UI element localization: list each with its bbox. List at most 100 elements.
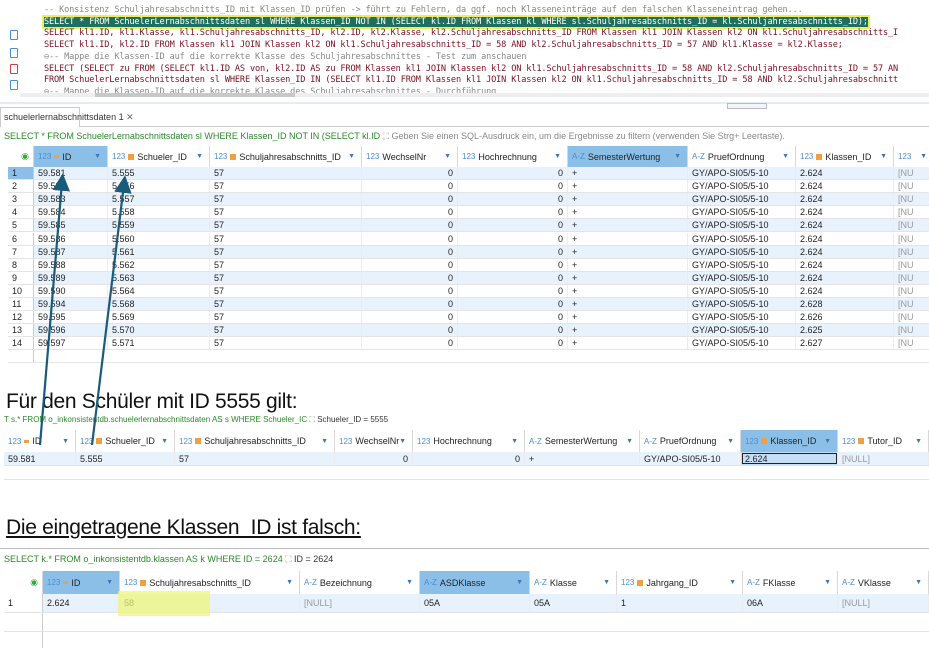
table-row[interactable]: 10 59.590 5.564 57 0 0 + GY/APO-SI05/5-10 2.624[… bbox=[8, 284, 929, 298]
cell[interactable]: [NULL] bbox=[838, 452, 929, 465]
table-row[interactable]: 6 59.586 5.560 57 0 0 + GY/APO-SI05/5-10 2.624 [N… bbox=[8, 232, 929, 246]
query-filter-bar[interactable]: SELECT * FROM SchuelerLernabschnittsdate… bbox=[4, 131, 785, 142]
empty-row[interactable] bbox=[4, 466, 929, 480]
row-number[interactable]: 5 bbox=[8, 219, 34, 232]
cell[interactable]: 06A bbox=[743, 594, 838, 612]
sort-dropdown-icon[interactable]: ▼ bbox=[880, 153, 887, 160]
cell[interactable]: + bbox=[568, 284, 688, 297]
cell[interactable]: [NU bbox=[894, 259, 929, 271]
sort-dropdown-icon[interactable]: ▼ bbox=[554, 153, 561, 160]
cell[interactable]: 0 bbox=[362, 311, 458, 324]
cell[interactable]: 0 bbox=[362, 284, 458, 297]
results-grid[interactable]: ◉ 123 ID ▼ 123 Schuljahresabschnitts_ID ▼ A-Z Be… bbox=[4, 571, 929, 648]
cell[interactable]: 0 bbox=[362, 245, 458, 258]
filter-input[interactable]: Geben Sie einen SQL-Ausdruck ein, um die… bbox=[391, 131, 785, 141]
cell[interactable]: 2.628 bbox=[796, 298, 894, 311]
cell[interactable]: 0 bbox=[458, 206, 568, 219]
cell[interactable]: GY/APO-SI05/5-10 bbox=[688, 337, 796, 350]
sort-dropdown-icon[interactable]: ▼ bbox=[286, 579, 293, 586]
cell[interactable]: 0 bbox=[362, 258, 458, 271]
cell[interactable]: 5.564 bbox=[108, 284, 210, 297]
column-header[interactable]: A-Z VKlasse ▼ bbox=[838, 571, 929, 594]
cell[interactable]: 0 bbox=[362, 180, 458, 193]
cell[interactable]: 0 bbox=[413, 452, 525, 465]
empty-row[interactable] bbox=[4, 480, 929, 492]
cell[interactable]: 57 bbox=[210, 337, 362, 350]
cell[interactable]: GY/APO-SI05/5-10 bbox=[640, 452, 741, 465]
code-line[interactable]: -- Konsistenz Schuljahresabschnitts_ID m… bbox=[44, 5, 803, 15]
panel-toggle-icon[interactable] bbox=[727, 103, 767, 109]
cell[interactable]: 05A bbox=[530, 594, 617, 612]
code-line[interactable]: FROM SchuelerLernabschnittsdaten sl WHER… bbox=[44, 75, 899, 86]
cell[interactable]: 2.624 bbox=[796, 271, 894, 284]
cell[interactable]: 5.556 bbox=[108, 180, 210, 193]
cell[interactable]: 2.624 bbox=[43, 594, 120, 612]
cell[interactable]: 05A bbox=[420, 594, 530, 612]
cell[interactable]: 59.581 bbox=[34, 167, 108, 180]
cell[interactable]: 0 bbox=[335, 452, 413, 465]
sort-dropdown-icon[interactable]: ▼ bbox=[729, 579, 736, 586]
selected-statement[interactable]: SELECT * FROM SchuelerLernabschnittsdate… bbox=[42, 14, 870, 29]
table-row[interactable]: 2 59.582 5.556 57 0 0 + GY/APO-SI05/5-10 2.624 [N… bbox=[8, 180, 929, 194]
table-row[interactable]: 8 59.588 5.562 57 0 0 + GY/APO-SI05/5-10 2.624 [N… bbox=[8, 258, 929, 272]
row-number[interactable]: 14 bbox=[8, 337, 34, 350]
cell[interactable]: 0 bbox=[458, 232, 568, 245]
cell[interactable]: [NULL] bbox=[300, 594, 420, 612]
cell[interactable]: 59.583 bbox=[34, 193, 108, 206]
cell[interactable]: 2.624 bbox=[796, 206, 894, 219]
cell[interactable]: GY/APO-SI05/5-10 bbox=[688, 271, 796, 284]
cell[interactable]: 57 bbox=[210, 206, 362, 219]
column-header[interactable]: 123 Klassen_ID ▼ bbox=[741, 430, 838, 452]
cell[interactable]: 59.585 bbox=[34, 219, 108, 232]
cell[interactable]: 0 bbox=[362, 298, 458, 311]
cell[interactable]: 5.571 bbox=[108, 337, 210, 350]
cell[interactable]: 0 bbox=[458, 337, 568, 350]
table-row[interactable]: 12 59.595 5.569 57 0 0 + GY/APO-SI05/5-10 2.626[… bbox=[8, 311, 929, 325]
code-line[interactable]: SELECT * FROM SchuelerLernabschnittsdate… bbox=[42, 14, 870, 29]
cell[interactable]: 2.624 bbox=[796, 167, 894, 180]
sort-dropdown-icon[interactable]: ▼ bbox=[915, 579, 922, 586]
table-row[interactable]: 3 59.583 5.557 57 0 0 + GY/APO-SI05/5-10 2.624 [N… bbox=[8, 193, 929, 207]
cell[interactable]: 0 bbox=[458, 245, 568, 258]
column-header[interactable]: A-Z PruefOrdnung ▼ bbox=[640, 430, 741, 452]
tab-results[interactable]: schuelerlernabschnittsdaten 1 ✕ bbox=[0, 107, 134, 127]
column-header[interactable]: A-Z SemesterWertung ▼ bbox=[525, 430, 640, 452]
table-row[interactable]: 59.581 5.555 57 0 0 + GY/APO-SI05/5-10 2.624 [NU… bbox=[4, 452, 929, 466]
cell[interactable]: GY/APO-SI05/5-10 bbox=[688, 167, 796, 180]
cell[interactable]: [NULL] bbox=[838, 594, 929, 612]
row-number[interactable]: 10 bbox=[8, 284, 34, 297]
cell[interactable]: 57 bbox=[210, 284, 362, 297]
cell[interactable]: [NU bbox=[894, 285, 929, 297]
cell[interactable]: 59.597 bbox=[34, 337, 108, 350]
cell[interactable]: + bbox=[568, 219, 688, 232]
cell[interactable]: 57 bbox=[210, 324, 362, 337]
cell[interactable]: 5.568 bbox=[108, 298, 210, 311]
sort-dropdown-icon[interactable]: ▼ bbox=[824, 437, 831, 445]
table-row[interactable]: 11 59.594 5.568 57 0 0 + GY/APO-SI05/5-10 2.628[… bbox=[8, 298, 929, 312]
cell[interactable]: 0 bbox=[458, 284, 568, 297]
cell[interactable]: 59.590 bbox=[34, 284, 108, 297]
column-header[interactable]: 123 WechselNr ▼ bbox=[362, 146, 458, 167]
column-header[interactable]: 123 Schueler_ID ▼ bbox=[108, 146, 210, 167]
select-all-icon[interactable]: ◉ bbox=[4, 571, 43, 594]
cell[interactable]: [NU bbox=[894, 272, 929, 284]
results-grid[interactable]: ◉ 123 ID ▼ 123 Schueler_ID ▼ 123 Schuljahresabsc… bbox=[8, 146, 929, 365]
cell[interactable]: 59.596 bbox=[34, 324, 108, 337]
cell[interactable]: + bbox=[568, 180, 688, 193]
cell[interactable]: 59.587 bbox=[34, 245, 108, 258]
cell[interactable]: 0 bbox=[458, 193, 568, 206]
row-number[interactable]: 2 bbox=[8, 180, 34, 193]
code-line[interactable]: SELECT kl1.ID, kl2.ID FROM Klassen kl1 J… bbox=[44, 40, 843, 51]
cell[interactable]: GY/APO-SI05/5-10 bbox=[688, 180, 796, 193]
sort-dropdown-icon[interactable]: ▼ bbox=[782, 153, 789, 160]
cell[interactable]: 5.557 bbox=[108, 193, 210, 206]
column-header[interactable]: 123 WechselNr ▼ bbox=[335, 430, 413, 452]
cell[interactable]: [NU bbox=[894, 337, 929, 349]
row-number[interactable]: 4 bbox=[8, 206, 34, 219]
query-filter-bar[interactable]: SELECT k.* FROM o_inkonsistentdb.klassen… bbox=[4, 554, 333, 565]
cell[interactable]: 1 bbox=[617, 594, 743, 612]
cell[interactable]: GY/APO-SI05/5-10 bbox=[688, 324, 796, 337]
cell[interactable]: GY/APO-SI05/5-10 bbox=[688, 245, 796, 258]
cell[interactable]: 5.559 bbox=[108, 219, 210, 232]
